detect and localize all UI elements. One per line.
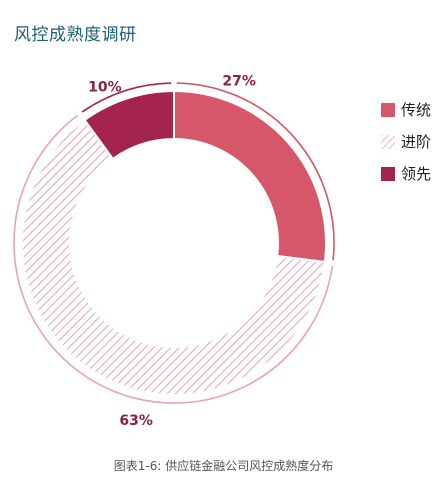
- slice-advanced: [21, 118, 326, 396]
- legend-label-leading: 领先: [401, 165, 432, 183]
- figure-caption: 图表1-6: 供应链金融公司风控成熟度分布: [113, 459, 334, 473]
- slice-leading: [83, 89, 175, 161]
- accent-arc-leading: [81, 82, 172, 113]
- legend-item-traditional: 传统: [381, 98, 431, 121]
- slice-traditional: [173, 89, 327, 264]
- legend-swatch-traditional: [381, 102, 395, 117]
- data-label-traditional: 27%: [222, 74, 256, 90]
- data-label-leading: 10%: [88, 80, 122, 96]
- legend-label-traditional: 传统: [401, 101, 432, 119]
- legend: 传统 进阶 领先: [381, 98, 431, 194]
- chart-title: 风控成熟度调研: [14, 25, 137, 45]
- donut-chart: 27% 63% 10%: [13, 74, 335, 429]
- donut-slices: [21, 89, 327, 396]
- legend-swatch-leading: [381, 166, 395, 181]
- legend-item-advanced: 进阶: [381, 130, 431, 153]
- data-label-advanced: 63%: [119, 413, 153, 429]
- legend-swatch-advanced: [381, 134, 395, 149]
- accent-arc-advanced: [13, 114, 334, 404]
- legend-item-leading: 领先: [381, 162, 431, 185]
- outer-accent-arcs: [13, 82, 335, 404]
- legend-label-advanced: 进阶: [401, 133, 432, 151]
- accent-arc-traditional: [176, 82, 335, 261]
- data-labels: 27% 63% 10%: [88, 74, 256, 429]
